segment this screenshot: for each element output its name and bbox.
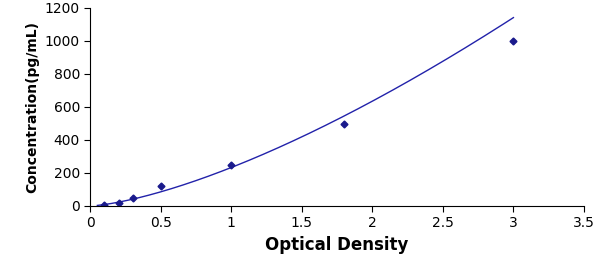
Y-axis label: Concentration(pg/mL): Concentration(pg/mL) <box>25 21 39 193</box>
X-axis label: Optical Density: Optical Density <box>265 236 409 254</box>
